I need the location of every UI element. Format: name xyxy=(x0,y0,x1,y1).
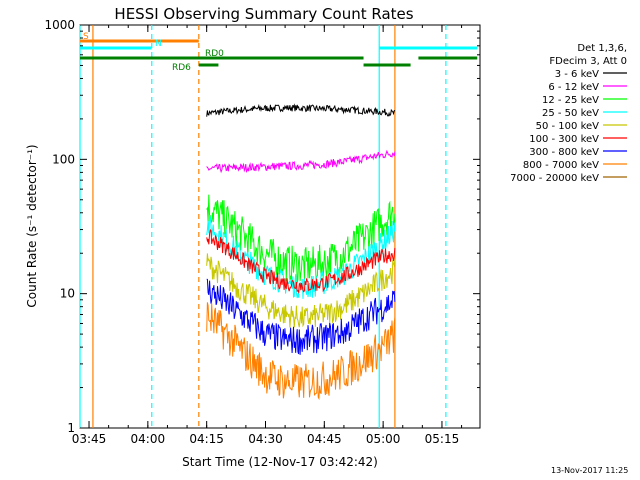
y-tick-label: 1000 xyxy=(44,18,75,32)
x-axis-label: Start Time (12-Nov-17 03:42:42) xyxy=(182,455,378,469)
legend-entry-label: 100 - 300 keV xyxy=(529,134,599,145)
legend-header: FDecim 3, Att 0 xyxy=(549,56,627,67)
x-tick-label: 04:00 xyxy=(131,432,166,446)
x-tick-label: 04:45 xyxy=(307,432,342,446)
legend-entry-label: 3 - 6 keV xyxy=(555,69,599,80)
series-line xyxy=(206,229,396,295)
state-bar-label: RD6 xyxy=(172,63,191,73)
series-line xyxy=(206,253,396,328)
legend-entry-label: 6 - 12 keV xyxy=(548,82,599,93)
state-bar-label: RD0 xyxy=(205,49,224,59)
state-bar-label: N xyxy=(155,39,162,49)
legend-entry-label: 50 - 100 keV xyxy=(536,121,600,132)
legend-entry-label: 800 - 7000 keV xyxy=(523,160,599,171)
series-line xyxy=(206,194,396,284)
series-line xyxy=(206,278,396,355)
x-tick-label: 05:15 xyxy=(425,432,460,446)
legend-entry-label: 25 - 50 keV xyxy=(542,108,599,119)
y-tick-label: 1 xyxy=(67,421,75,435)
series-line xyxy=(206,149,396,174)
series-line xyxy=(206,214,396,299)
x-tick-label: 04:30 xyxy=(248,432,283,446)
legend-header: Det 1,3,6, xyxy=(577,43,627,54)
x-tick-label: 03:45 xyxy=(72,432,107,446)
y-tick-label: 100 xyxy=(52,152,75,166)
series-line xyxy=(206,302,396,401)
series-line xyxy=(206,103,396,117)
legend-entry-label: 7000 - 20000 keV xyxy=(510,173,599,184)
state-bar-label: S xyxy=(83,32,89,42)
chart-title: HESSI Observing Summary Count Rates xyxy=(114,5,413,23)
y-axis-label: Count Rate (s⁻¹ detector⁻¹) xyxy=(25,144,39,307)
y-tick-label: 10 xyxy=(60,287,75,301)
plot-timestamp: 13-Nov-2017 11:25 xyxy=(551,466,629,475)
legend-entry-label: 300 - 800 keV xyxy=(529,147,599,158)
x-tick-label: 04:15 xyxy=(189,432,224,446)
legend-entry-label: 12 - 25 keV xyxy=(542,95,599,106)
x-tick-label: 05:00 xyxy=(366,432,401,446)
